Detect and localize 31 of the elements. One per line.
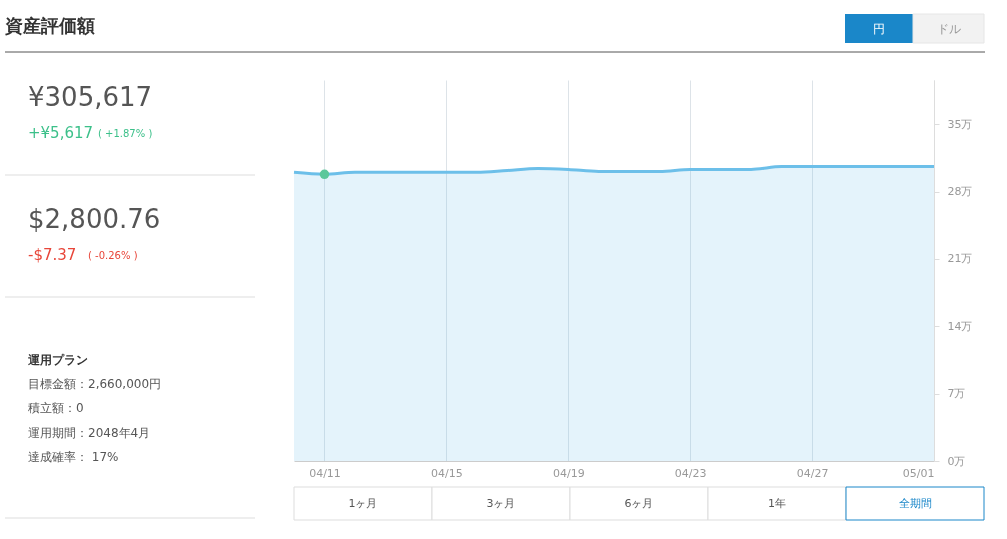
text: 1年: [768, 496, 786, 510]
y-tick-label: 28万: [947, 185, 973, 199]
text: 積立額：0: [28, 401, 84, 415]
text: 運用期間：2048年4月: [28, 426, 151, 440]
text: 3ヶ月: [486, 496, 516, 510]
x-tick-label: 04/27: [796, 466, 829, 480]
y-tick-label: 35万: [947, 117, 973, 131]
text: 目標金額：2,660,000円: [28, 377, 162, 391]
x-tick-label: 04/11: [309, 466, 341, 480]
text: -$7.37: [28, 246, 77, 264]
text: ドル: [936, 21, 961, 36]
y-tick-label: 7万: [947, 387, 966, 401]
x-tick-label: 04/15: [431, 466, 463, 480]
text: 資産評価額: [4, 15, 95, 36]
text: 1ヶ月: [348, 496, 378, 510]
text: ( +1.87% ): [98, 128, 153, 139]
text: +¥5,617: [28, 124, 94, 142]
text: $2,800.76: [28, 204, 161, 234]
x-tick-label: 05/01: [902, 466, 935, 480]
x-tick-label: 04/23: [674, 466, 707, 480]
text: 全期間: [898, 496, 932, 510]
text: 円: [873, 21, 885, 36]
text: ¥305,617: [28, 82, 153, 112]
text: 運用プラン: [27, 353, 88, 367]
y-tick-label: 21万: [947, 252, 973, 266]
text: 達成確率： 17%: [28, 450, 119, 464]
y-tick-label: 0万: [947, 454, 966, 468]
y-tick-label: 14万: [947, 319, 973, 333]
x-tick-label: 04/19: [552, 466, 585, 480]
text: 6ヶ月: [624, 496, 654, 510]
text: ( -0.26% ): [88, 250, 138, 261]
